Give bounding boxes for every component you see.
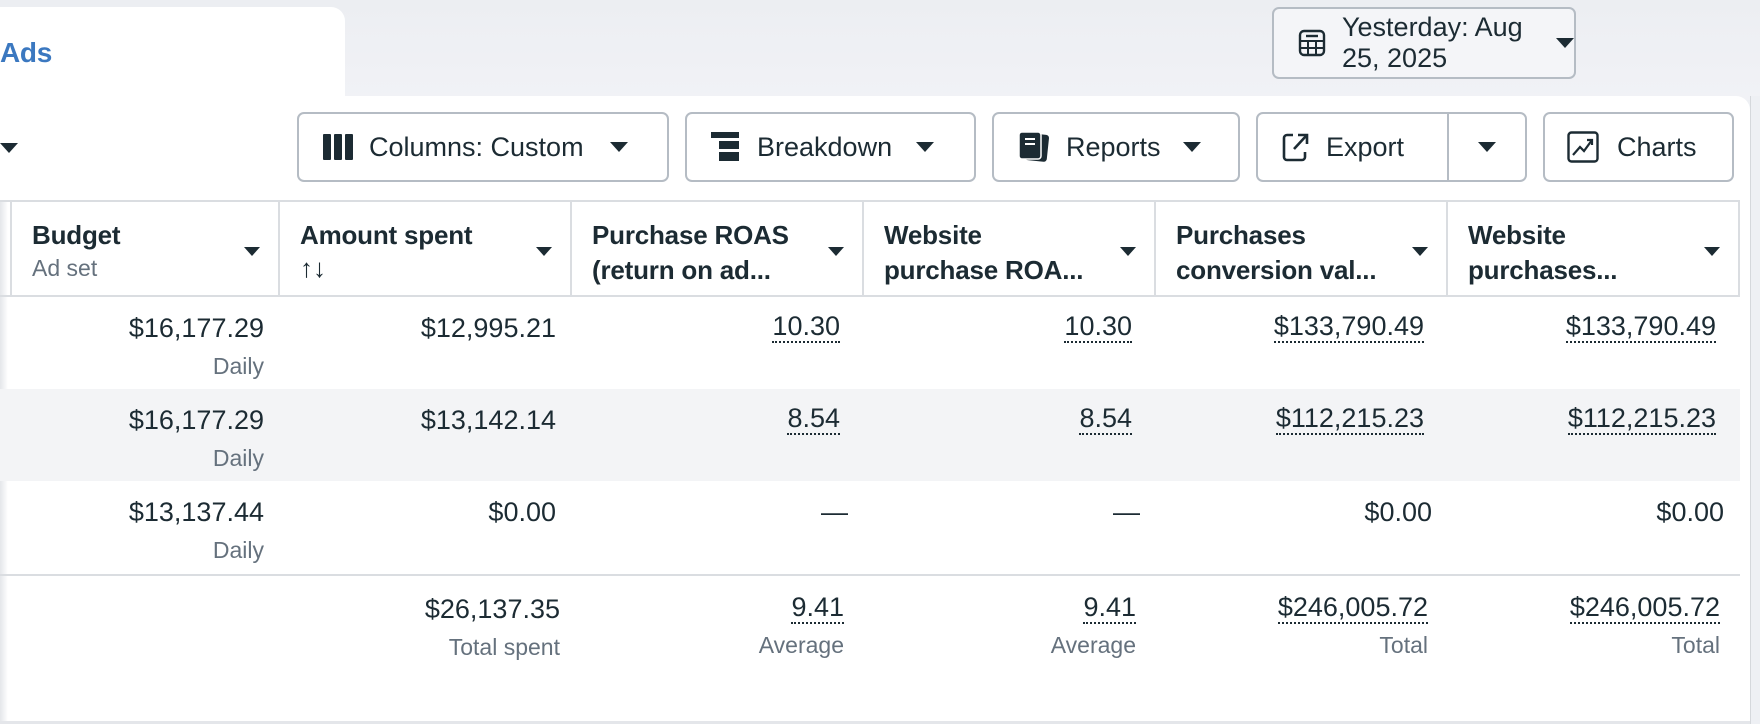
cell-purchase-roas[interactable]: 10.30 [772,311,840,343]
reports-icon [1018,131,1050,163]
table-header: Budget Ad set Amount spent ↑↓ Purchase R… [0,200,1740,297]
cell-purchases-conversion-value[interactable]: $133,790.49 [1273,311,1424,343]
cell-purchases-conversion-value[interactable]: $112,215.23 [1275,403,1424,435]
column-header-website-purchases[interactable]: Website purchases... [1446,202,1740,297]
columns-button[interactable]: Columns: Custom [297,112,669,182]
export-dropdown-button[interactable] [1449,114,1525,180]
export-label: Export [1326,131,1405,162]
chevron-down-icon[interactable] [536,247,552,256]
cell-website-purchase-roas[interactable]: 8.54 [1079,403,1132,435]
chevron-down-icon [916,142,935,152]
table-row[interactable]: $13,137.44 Daily $0.00 — — $0.00 $0.00 [0,481,1740,573]
chevron-down-icon[interactable] [0,143,18,153]
chevron-down-icon [609,142,628,152]
cell-purchase-roas: — [821,497,848,527]
sort-icon[interactable]: ↑↓ [300,253,326,283]
line-chart-icon [1567,131,1599,163]
date-range-picker[interactable]: Yesterday: Aug 25, 2025 [1272,7,1576,79]
column-header-amount-spent[interactable]: Amount spent ↑↓ [278,202,572,297]
chevron-down-icon [1556,38,1574,48]
column-divider [1738,202,1740,297]
cell-budget: $16,177.29 Daily [128,313,264,379]
export-icon [1282,132,1310,162]
chevron-down-icon [1478,142,1496,152]
chevron-down-icon [1182,142,1201,152]
table-row[interactable]: $16,177.29 Daily $12,995.21 10.30 10.30 $… [0,297,1740,389]
cell-website-purchases: $0.00 [1656,497,1724,527]
cell-amount-spent: $13,142.14 [420,405,556,435]
cell-amount-spent: $0.00 [488,497,556,527]
cell-budget: $16,177.29 Daily [128,405,264,471]
total-amount-spent: $26,137.35 Total spent [424,594,560,660]
columns-label: Columns: Custom [369,131,584,162]
chevron-down-icon[interactable] [244,247,260,256]
horizontal-scrollbar[interactable] [0,721,1750,724]
chevron-down-icon[interactable] [1704,247,1720,256]
export-button[interactable]: Export [1258,114,1449,180]
cell-purchases-conversion-value: $0.00 [1364,497,1432,527]
reports-label: Reports [1066,131,1161,162]
calendar-icon [1298,29,1326,57]
column-header-purchases-conversion-value[interactable]: Purchases conversion val... [1154,202,1448,297]
tab-ads-label: Ads [0,37,52,68]
breakdown-button[interactable]: Breakdown [685,112,976,182]
chevron-down-icon[interactable] [1412,247,1428,256]
cell-budget: $13,137.44 Daily [128,497,264,563]
chevron-down-icon[interactable] [828,247,844,256]
chevron-down-icon[interactable] [1120,247,1136,256]
cell-website-purchases[interactable]: $112,215.23 [1567,403,1716,435]
cell-website-purchases[interactable]: $133,790.49 [1565,311,1716,343]
total-website-purchase-roas[interactable]: 9.41 Average [1050,592,1136,658]
column-header-budget[interactable]: Budget Ad set [10,202,280,297]
export-button-group: Export [1256,112,1527,182]
date-range-label: Yesterday: Aug 25, 2025 [1342,12,1523,73]
breakdown-icon [711,132,739,162]
cell-amount-spent: $12,995.21 [420,313,556,343]
vertical-scrollbar[interactable] [1750,96,1760,724]
charts-label: Charts [1617,131,1697,162]
tab-ads[interactable]: Ads [0,7,345,107]
cell-purchase-roas[interactable]: 8.54 [787,403,840,435]
charts-button[interactable]: Charts [1543,112,1734,182]
column-header-website-purchase-roas[interactable]: Website purchase ROA... [862,202,1156,297]
total-purchases-conversion-value[interactable]: $246,005.72 Total [1277,592,1428,658]
cell-website-purchase-roas[interactable]: 10.30 [1064,311,1132,343]
total-website-purchases[interactable]: $246,005.72 Total [1569,592,1720,658]
table-totals-row: $26,137.35 Total spent 9.41 Average 9.41 Av… [0,574,1740,724]
cell-website-purchase-roas: — [1113,497,1140,527]
breakdown-label: Breakdown [757,131,893,162]
table-row[interactable]: $16,177.29 Daily $13,142.14 8.54 8.54 $11… [0,389,1740,481]
column-header-purchase-roas[interactable]: Purchase ROAS (return on ad... [570,202,864,297]
reports-button[interactable]: Reports [992,112,1240,182]
total-purchase-roas[interactable]: 9.41 Average [758,592,844,658]
columns-icon [323,134,353,160]
